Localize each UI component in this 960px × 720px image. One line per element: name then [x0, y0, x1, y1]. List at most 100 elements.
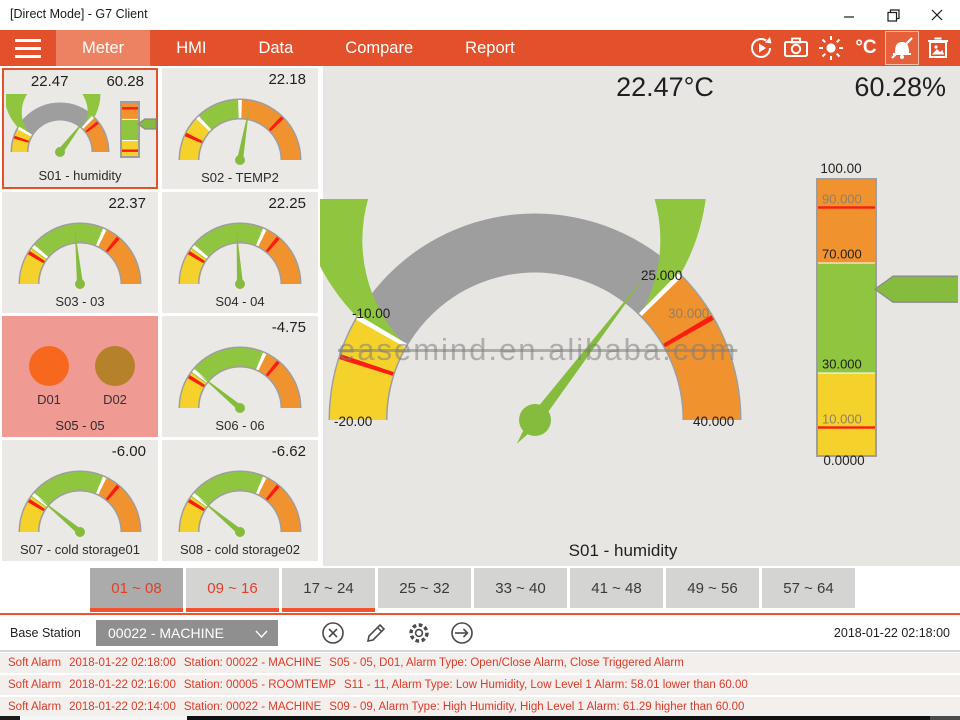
alarm-message: S09 - 09, Alarm Type: High Humidity, Hig…: [329, 701, 745, 713]
bar-gauge-pointer: [136, 118, 157, 130]
tile-value: 22.47: [30, 73, 69, 90]
alarm-message: S05 - 05, D01, Alarm Type: Open/Close Al…: [329, 657, 684, 669]
tile-value: -6.00: [111, 443, 146, 460]
current-timestamp: 2018-01-22 02:18:00: [833, 625, 950, 640]
range-tab-33~40[interactable]: 33 ~ 40: [474, 568, 567, 608]
minimize-button[interactable]: [832, 0, 866, 30]
celsius-unit-icon[interactable]: °C: [855, 37, 877, 58]
gauge-graphic: [178, 470, 302, 537]
cancel-icon[interactable]: [320, 620, 346, 646]
meter-tile-s06[interactable]: -4.75 S06 - 06: [162, 316, 318, 437]
station-bar: Base Station 00022 - MACHINE 2018-01-22 …: [0, 615, 960, 650]
tile-label: S05 - 05: [55, 418, 105, 433]
title-bar: [Direct Mode] - G7 Client: [0, 0, 960, 30]
menu-icon[interactable]: [0, 30, 56, 66]
sync-icon[interactable]: [745, 32, 777, 64]
meter-tile-s01[interactable]: 22.47 60.28 S01 - humidity: [2, 46, 158, 189]
window-title: [Direct Mode] - G7 Client: [10, 7, 148, 21]
alarm-message: S11 - 11, Alarm Type: Low Humidity, Low …: [343, 679, 748, 691]
range-tab-49~56[interactable]: 49 ~ 56: [666, 568, 759, 608]
range-tab-25~32[interactable]: 25 ~ 32: [378, 568, 471, 608]
alarm-time: 2018-01-22 02:18:00: [69, 657, 176, 669]
meter-tile-s03[interactable]: 22.37 S03 - 03: [2, 192, 158, 313]
alarm-severity: Soft Alarm: [8, 657, 62, 669]
brightness-icon[interactable]: [815, 32, 847, 64]
gauge-needle: [38, 497, 82, 535]
nav-tab-data[interactable]: Data: [258, 38, 294, 57]
tile-label: S01 - humidity: [38, 168, 122, 183]
alarm-severity: Soft Alarm: [8, 701, 62, 713]
gauge-graphic: [178, 346, 302, 413]
station-action-icons: [320, 620, 475, 646]
tile-value: 60.28: [106, 73, 144, 90]
watermark: easemind.en.alibaba.com: [338, 332, 738, 367]
bar-gauge-graphic: 90.000 70.000 30.000 10.000: [816, 178, 960, 457]
gauge-graphic: [18, 470, 142, 537]
svg-text:70.000: 70.000: [822, 247, 862, 262]
tile-label: S07 - cold storage01: [20, 542, 140, 557]
gauge-tick-label: 30.000: [668, 306, 710, 321]
tile-label: S08 - cold storage02: [180, 542, 300, 557]
gauge-needle: [198, 373, 242, 411]
nav-tab-report[interactable]: Report: [465, 38, 515, 57]
svg-text:90.000: 90.000: [822, 192, 862, 207]
gauge-needle: [74, 230, 83, 285]
range-tab-41~48[interactable]: 41 ~ 48: [570, 568, 663, 608]
gauge-needle: [57, 118, 86, 154]
main-nav: Meter HMI Data Compare Report °C: [0, 30, 960, 66]
bar-gauge-graphic: [120, 101, 157, 158]
range-tab-01~08[interactable]: 01 ~ 08: [90, 568, 183, 612]
image-trash-icon[interactable]: [922, 32, 954, 64]
tile-value: 22.37: [108, 195, 146, 212]
alarm-station: Station: 00022 - MACHINE: [183, 701, 322, 713]
meter-tile-s04[interactable]: 22.25 S04 - 04: [162, 192, 318, 313]
indicator-label: D01: [37, 392, 61, 407]
vbar-min-label: 0.0000: [823, 453, 865, 468]
gauge-tick-label: 25.000: [641, 268, 683, 283]
humidity-reading: 60.28%: [854, 72, 946, 102]
gauge-needle: [237, 106, 250, 161]
range-tab-17~24[interactable]: 17 ~ 24: [282, 568, 375, 612]
gauge-graphic: [4, 46, 110, 157]
station-dropdown-value: 00022 - MACHINE: [108, 624, 224, 641]
accent-divider: [0, 613, 960, 615]
gauge-needle: [516, 275, 646, 444]
nav-tab-meter[interactable]: Meter: [56, 30, 151, 66]
gauge-graphic: [178, 222, 302, 289]
meter-tile-s08[interactable]: -6.62 S08 - cold storage02: [162, 440, 318, 561]
close-button[interactable]: [920, 0, 954, 30]
maximize-button[interactable]: [876, 0, 910, 30]
svg-text:10.000: 10.000: [822, 412, 862, 427]
nav-tab-hmi[interactable]: HMI: [176, 38, 207, 57]
camera-icon[interactable]: [780, 32, 812, 64]
alarm-severity: Soft Alarm: [8, 679, 62, 691]
range-tab-09~16[interactable]: 09 ~ 16: [186, 568, 279, 612]
alarm-mute-icon[interactable]: [885, 31, 919, 65]
tile-label: S04 - 04: [215, 294, 265, 309]
nav-tab-compare[interactable]: Compare: [345, 38, 414, 57]
alarm-log: Soft Alarm 2018-01-22 02:18:00 Station: …: [0, 653, 960, 719]
gauge-tick-label: 40.000: [693, 414, 735, 429]
nav-icon-group: °C: [745, 30, 960, 66]
alarm-row: Soft Alarm 2018-01-22 02:14:00 Station: …: [0, 697, 960, 717]
tile-value: -6.62: [271, 443, 306, 460]
meter-tile-s07[interactable]: -6.00 S07 - cold storage01: [2, 440, 158, 561]
gauge-tick-label: -10.00: [352, 306, 391, 321]
tile-label: S06 - 06: [215, 418, 265, 433]
tile-value: 22.18: [268, 71, 306, 88]
settings-icon[interactable]: [406, 620, 432, 646]
alarm-time: 2018-01-22 02:16:00: [69, 679, 176, 691]
meter-tile-s05[interactable]: D01 D02 S05 - 05: [2, 316, 158, 437]
enter-icon[interactable]: [449, 620, 475, 646]
range-tab-57~64[interactable]: 57 ~ 64: [762, 568, 855, 608]
station-dropdown[interactable]: 00022 - MACHINE: [96, 619, 278, 646]
indicator-label: D02: [103, 392, 127, 407]
edit-icon[interactable]: [363, 620, 389, 646]
indicator-d02-circle: [95, 346, 135, 386]
vbar-max-label: 100.00: [820, 161, 862, 176]
alarm-station: Station: 00005 - ROOMTEMP: [183, 679, 336, 691]
meter-tile-s02[interactable]: 22.18 S02 - TEMP2: [162, 68, 318, 189]
svg-text:30.000: 30.000: [822, 357, 862, 372]
sensor-range-tabs: 01 ~ 08 09 ~ 16 17 ~ 24 25 ~ 32 33 ~ 40 41 ~ …: [0, 568, 960, 612]
alarm-time: 2018-01-22 02:14:00: [69, 701, 176, 713]
